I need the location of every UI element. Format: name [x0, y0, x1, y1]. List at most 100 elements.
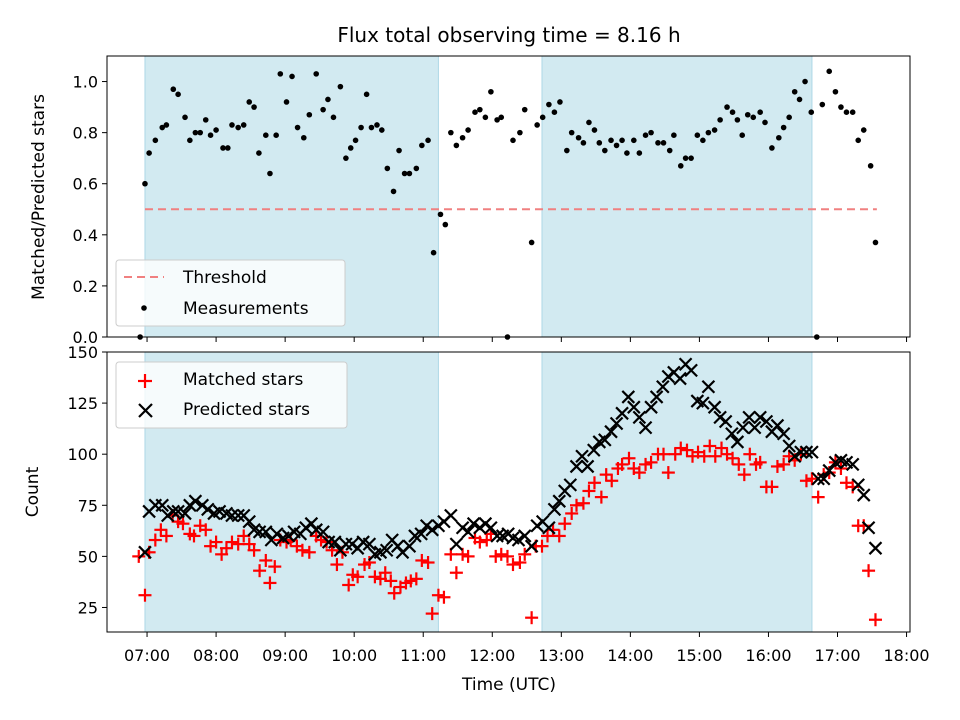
x-tick-label: 07:00: [124, 646, 170, 665]
ratio-panel: 0.0 0.2 0.4 0.6 0.8 1.0 Matched/Predicted sta…: [29, 55, 911, 347]
measurement-point: [442, 221, 449, 228]
predicted-star-point: [575, 449, 589, 464]
measurement-point: [213, 127, 219, 133]
measurement-point: [482, 114, 489, 121]
y-tick-label: 100: [67, 445, 98, 464]
matched-star-point: [302, 545, 316, 559]
measurement-point: [273, 132, 279, 138]
shaded-interval-top-1: [541, 55, 813, 338]
measurement-point: [636, 150, 643, 156]
measurement-point: [277, 71, 284, 77]
matched-star-point: [253, 564, 267, 578]
matched-star-point: [703, 439, 717, 453]
matched-star-point: [805, 472, 819, 486]
matched-star-point: [558, 517, 572, 531]
measurement-point: [671, 132, 677, 138]
measurement-point: [744, 111, 751, 118]
matched-star-point: [148, 533, 162, 547]
measurement-point: [187, 137, 193, 144]
predicted-star-point: [328, 535, 342, 549]
measurement-point: [666, 147, 673, 154]
x-tick-label: 10:00: [331, 646, 377, 665]
measurement-point: [757, 109, 763, 115]
predicted-star-point: [580, 459, 595, 474]
matched-star-point: [770, 459, 784, 473]
x-tick-label: 15:00: [676, 646, 722, 665]
y-tick-label: 150: [67, 343, 98, 362]
top-axes-frame: [106, 55, 911, 338]
measurement-point: [413, 165, 420, 172]
matched-star-point: [582, 484, 596, 498]
measurement-point: [192, 129, 199, 136]
matched-star-point: [765, 480, 779, 494]
predicted-star-point: [201, 502, 215, 517]
matched-star-point: [811, 490, 825, 504]
measurement-point: [546, 101, 552, 108]
bottom-y-axis-label: Count: [23, 466, 43, 517]
predicted-star-point: [701, 379, 716, 394]
measurement-point: [855, 137, 862, 144]
matched-star-point: [404, 574, 418, 588]
measurement-point: [419, 142, 425, 149]
measurement-point: [313, 71, 320, 77]
matched-star-point: [743, 447, 757, 461]
top-legend-box: [115, 259, 346, 327]
matched-star-point: [187, 529, 201, 543]
measurement-point: [251, 104, 257, 110]
matched-star-point: [552, 529, 566, 543]
measurement-point: [677, 163, 684, 169]
predicted-star-points: [138, 357, 883, 562]
predicted-star-point: [321, 535, 336, 549]
top-x-ticks: [146, 337, 908, 342]
measurement-point: [613, 142, 620, 149]
matched-star-point: [697, 449, 711, 463]
predicted-star-point: [339, 537, 353, 551]
matched-star-point: [263, 576, 277, 590]
matched-star-point: [259, 553, 273, 567]
bottom-x-ticks: 07:00 08:00 09:00 10:00 11:00 12:00 13:00 14:00…: [124, 632, 930, 665]
matched-star-point: [225, 535, 239, 549]
measurement-point: [459, 134, 466, 141]
measurement-point: [453, 142, 460, 149]
measurement-point: [384, 165, 391, 172]
matched-star-point: [384, 574, 398, 588]
measurement-point: [551, 109, 558, 115]
measurement-point: [791, 88, 798, 95]
predicted-star-point: [718, 414, 733, 429]
predicted-star-point: [615, 406, 629, 421]
x-tick-label: 11:00: [400, 646, 446, 665]
measurement-point: [838, 104, 844, 110]
measurement-point: [448, 129, 454, 136]
measurement-point: [494, 117, 500, 123]
matched-star-point: [159, 529, 173, 543]
predicted-star-point: [511, 533, 526, 547]
measurement-point: [648, 129, 654, 136]
matched-star-point: [330, 558, 344, 572]
measurement-point: [379, 127, 385, 133]
measurement-point: [182, 114, 188, 121]
measurement-point: [374, 122, 380, 128]
measurement-point: [396, 147, 402, 154]
measurement-point: [175, 91, 181, 98]
measurement-point: [608, 137, 614, 144]
measurement-point: [142, 180, 148, 187]
measurement-point: [229, 122, 235, 128]
measurement-point: [780, 124, 787, 131]
measurement-point: [352, 137, 359, 144]
predicted-star-point: [484, 520, 498, 535]
measurement-point: [591, 127, 598, 133]
predicted-star-point: [868, 541, 883, 555]
predicted-star-point: [822, 463, 836, 478]
measurement-point: [729, 109, 736, 115]
matched-star-point: [525, 611, 539, 625]
predicted-star-point: [816, 471, 831, 486]
predicted-star-point: [856, 488, 871, 502]
predicted-star-point: [569, 459, 584, 474]
measurement-point: [682, 155, 689, 161]
matched-star-point: [132, 549, 146, 563]
measurement-point: [390, 188, 397, 195]
matched-star-point: [535, 539, 549, 553]
measurement-point: [289, 73, 295, 80]
predicted-star-point: [552, 494, 567, 508]
measurement-point: [819, 101, 826, 108]
